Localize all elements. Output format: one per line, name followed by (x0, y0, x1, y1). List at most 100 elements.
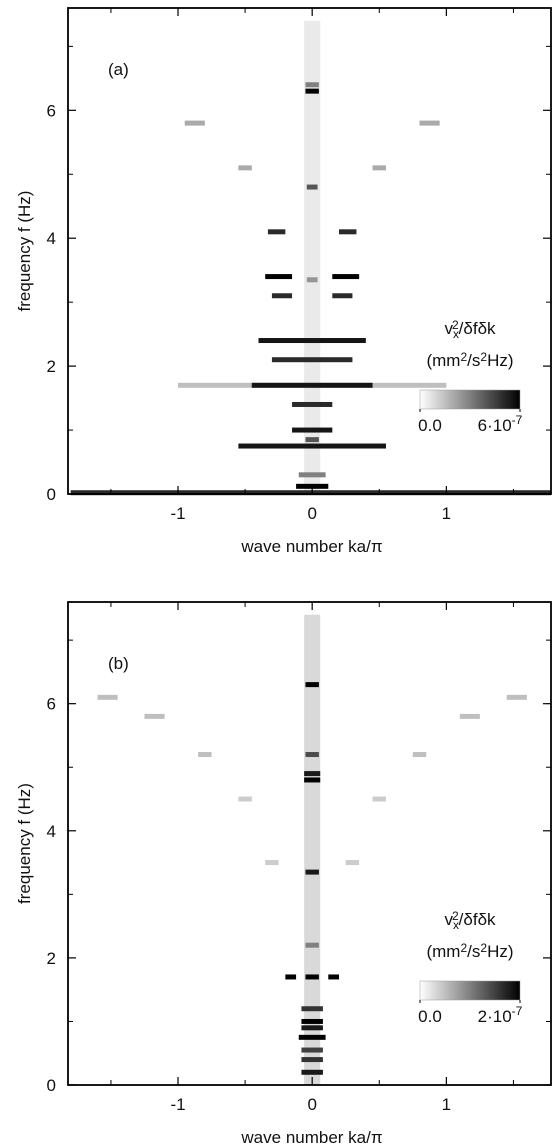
panel-label: (a) (108, 60, 129, 79)
colorbar-title-part: x (453, 327, 459, 341)
heat-segment (144, 713, 165, 719)
x-tick-label: 1 (442, 504, 451, 523)
y-tick-label: 4 (47, 822, 56, 841)
colorbar-tick-text: 0.0 (418, 1007, 442, 1026)
y-tick-label: 2 (47, 357, 56, 376)
colorbar-title-part: 2 (460, 941, 467, 955)
colorbar-title-part: (mm (426, 942, 460, 961)
colorbar-title-part: x (453, 918, 459, 932)
heat-segment (305, 752, 319, 758)
heat-segment (306, 277, 318, 283)
heat-segment (301, 1057, 323, 1063)
heat-segment (372, 796, 386, 802)
colorbar-title: (mm2/s2Hz) (426, 941, 513, 961)
colorbar-tick-exponent: -7 (512, 1004, 523, 1018)
heat-segment (198, 752, 212, 758)
colorbar-title-part: 2 (452, 318, 459, 332)
heat-segment (285, 974, 297, 980)
x-tick-label: 0 (307, 504, 316, 523)
x-tick-label: 0 (307, 1095, 316, 1114)
colorbar (419, 389, 521, 410)
heat-segment (419, 120, 440, 126)
heat-segment (298, 472, 326, 478)
y-tick-label: 6 (47, 101, 56, 120)
plot-frame (67, 601, 552, 1086)
heat-segment (506, 694, 527, 700)
colorbar-title-part: /s (467, 351, 480, 370)
colorbar (419, 980, 521, 1001)
x-axis-title: wave number ka/π (240, 537, 382, 556)
heat-segment (305, 82, 319, 88)
y-axis-title: frequency f (Hz) (15, 191, 34, 312)
heat-segment (301, 1006, 323, 1012)
heat-segment (305, 437, 319, 443)
colorbar-title-part: 2 (452, 909, 459, 923)
heat-segment (304, 20, 321, 494)
colorbar-title-part: 2 (460, 350, 467, 364)
heat-segment (292, 427, 333, 433)
heat-segment (251, 382, 373, 388)
heat-segment (412, 752, 427, 758)
colorbar-tick-label: 0.0 (418, 416, 442, 435)
panel-label: (b) (108, 654, 129, 673)
heat-segment (328, 974, 340, 980)
x-tick-label: 1 (442, 1095, 451, 1114)
x-axis-title: wave number ka/π (240, 1128, 382, 1147)
heat-segment (372, 165, 386, 171)
heat-segment (238, 443, 386, 449)
colorbar-title-part: v (444, 910, 453, 929)
heat-segment (305, 942, 319, 948)
heat-segment (258, 338, 366, 344)
heat-segment (332, 293, 353, 299)
heat-segment (459, 713, 480, 719)
heat-segment (70, 490, 551, 496)
heat-segment (301, 1069, 323, 1075)
heat-segment (301, 1018, 323, 1024)
heat-segment (305, 974, 319, 980)
heat-segment (305, 682, 319, 688)
colorbar-tick-text: 0.0 (418, 416, 442, 435)
colorbar-tick-exponent: -7 (512, 413, 523, 427)
colorbar-title-part: /δfδk (459, 319, 496, 338)
colorbar-tick-label: 0.0 (418, 1007, 442, 1026)
colorbar-title-part: /s (467, 942, 480, 961)
heat-segment (345, 860, 360, 866)
y-tick-label: 6 (47, 695, 56, 714)
heat-segment (305, 869, 319, 875)
y-tick-label: 2 (47, 949, 56, 968)
colorbar-title-part: Hz) (487, 942, 513, 961)
colorbar-tick-text: 6·10 (478, 416, 512, 435)
heat-segment (298, 1034, 326, 1040)
x-tick-label: -1 (170, 504, 185, 523)
colorbar-title-part: v (444, 319, 453, 338)
heat-segment (97, 694, 118, 700)
colorbar-title: (mm2/s2Hz) (426, 350, 513, 370)
y-tick-label: 4 (47, 229, 56, 248)
heat-segment (292, 401, 333, 407)
colorbar-title-part: 2 (480, 350, 487, 364)
colorbar-title: vx2/δfδk (444, 909, 496, 932)
y-tick-label: 0 (47, 1076, 56, 1095)
colorbar-title-part: (mm (426, 351, 460, 370)
heat-segment (306, 184, 318, 190)
heat-segment (238, 796, 252, 802)
heat-segment (271, 357, 353, 363)
colorbar-tick-label: 2·10-7 (478, 1004, 523, 1026)
heat-segment (332, 274, 360, 280)
x-tick-label: -1 (170, 1095, 185, 1114)
colorbar-title-part: 2 (480, 941, 487, 955)
colorbar-title: vx2/δfδk (444, 318, 496, 341)
heat-segment (339, 229, 357, 235)
heat-segment (265, 860, 279, 866)
heat-segment (301, 1025, 323, 1031)
heat-segment (304, 777, 321, 783)
heat-segment (265, 274, 293, 280)
heat-segment (238, 165, 252, 171)
heat-segment (184, 120, 205, 126)
heat-segment (304, 771, 321, 777)
colorbar-title-part: Hz) (487, 351, 513, 370)
heat-segment (301, 1047, 323, 1053)
heat-segment (271, 293, 293, 299)
colorbar-title-part: /δfδk (459, 910, 496, 929)
